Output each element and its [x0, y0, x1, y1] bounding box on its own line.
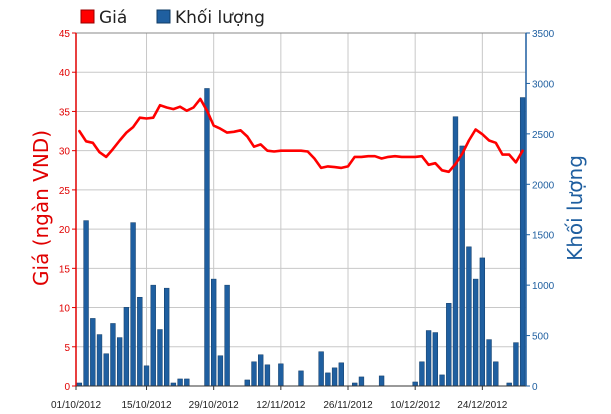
- volume-bar: [244, 379, 250, 387]
- left-tick-label: 25: [59, 186, 71, 197]
- gridlines: [76, 32, 526, 387]
- volume-bar: [157, 329, 163, 387]
- volume-bar: [412, 381, 418, 387]
- right-tick-label: 1500: [532, 231, 555, 242]
- volume-bar: [513, 342, 519, 387]
- volume-bar: [204, 88, 210, 387]
- volume-bar: [466, 246, 472, 387]
- volume-bar: [446, 303, 452, 387]
- x-tick-label: 12/11/2012: [256, 400, 306, 411]
- x-tick-label: 26/11/2012: [323, 400, 373, 411]
- right-tick-label: 2000: [532, 180, 555, 191]
- volume-bar: [439, 374, 445, 387]
- right-axis-ticks: 0 500 1000 1500 2000 2500 3000 3500: [526, 29, 555, 393]
- volume-bar: [217, 355, 224, 387]
- volume-bar: [338, 362, 344, 387]
- volume-bar: [143, 365, 150, 387]
- left-axis-ticks: 0 5 10 15 20 25 30 35 40 45: [59, 29, 76, 393]
- volume-bar: [251, 361, 257, 387]
- volume-bar: [90, 318, 96, 387]
- volume-bar: [493, 361, 499, 387]
- legend-price-label: Giá: [99, 8, 127, 28]
- volume-bar: [472, 278, 479, 387]
- volume-bar: [123, 307, 130, 387]
- volume-bar: [452, 116, 459, 387]
- volume-bar: [358, 376, 365, 387]
- right-tick-label: 500: [532, 332, 549, 343]
- right-tick-label: 0: [532, 382, 538, 393]
- volume-bar: [177, 378, 183, 387]
- plot-frame: [75, 32, 527, 387]
- x-axis-ticks: 01/10/2012 15/10/2012 29/10/2012 12/11/2012…: [51, 386, 508, 411]
- right-tick-label: 3500: [532, 29, 555, 40]
- volume-bar: [137, 296, 143, 387]
- legend-volume-swatch: [156, 9, 171, 24]
- volume-bar: [325, 372, 331, 387]
- volume-bar: [224, 284, 230, 387]
- x-tick-label: 29/10/2012: [189, 400, 239, 411]
- volume-bar: [519, 97, 526, 387]
- volume-bar: [184, 378, 190, 387]
- x-tick-label: 15/10/2012: [121, 400, 171, 411]
- volume-bar: [103, 353, 109, 387]
- right-tick-label: 3000: [532, 79, 555, 90]
- volume-bar: [459, 145, 465, 387]
- right-axis-title: Khối lượng: [563, 155, 587, 261]
- volume-bar: [211, 278, 217, 387]
- left-tick-label: 30: [59, 147, 71, 158]
- volume-bar: [150, 284, 156, 387]
- left-tick-label: 0: [64, 382, 70, 393]
- left-axis-title: Giá (ngàn VND): [29, 130, 53, 286]
- left-tick-label: 45: [59, 29, 71, 40]
- right-tick-label: 2500: [532, 130, 555, 141]
- volume-bar: [419, 361, 425, 387]
- price-line: [78, 97, 524, 174]
- left-tick-label: 10: [59, 304, 71, 315]
- volume-bar: [110, 323, 116, 387]
- x-tick-label: 01/10/2012: [51, 400, 101, 411]
- legend-price-swatch: [80, 9, 95, 24]
- volume-bar: [425, 330, 432, 387]
- volume-bar: [83, 220, 89, 387]
- left-tick-label: 20: [59, 225, 71, 236]
- price-line-path: [78, 97, 524, 174]
- legend-volume-label: Khối lượng: [175, 7, 265, 28]
- legend: Giá Khối lượng: [80, 7, 265, 28]
- volume-bar: [264, 364, 271, 387]
- volume-bar: [96, 334, 103, 387]
- volume-bar: [298, 370, 304, 387]
- x-tick-label: 10/12/2012: [390, 400, 440, 411]
- left-tick-label: 5: [64, 343, 70, 354]
- volume-bar: [116, 337, 123, 387]
- right-tick-label: 1000: [532, 281, 555, 292]
- volume-bar: [318, 351, 324, 387]
- volume-bar: [432, 332, 438, 387]
- volume-bar: [479, 257, 486, 387]
- left-tick-label: 40: [59, 68, 71, 79]
- volume-bar: [378, 375, 385, 387]
- volume-bar: [130, 222, 136, 387]
- volume-bar: [331, 367, 338, 387]
- left-tick-label: 35: [59, 107, 71, 118]
- x-tick-label: 24/12/2012: [457, 400, 507, 411]
- left-tick-label: 15: [59, 264, 71, 275]
- volume-bar: [258, 354, 264, 387]
- volume-bars: [76, 88, 526, 387]
- volume-bar: [164, 287, 170, 387]
- volume-bar: [278, 363, 284, 387]
- volume-bar: [486, 339, 492, 387]
